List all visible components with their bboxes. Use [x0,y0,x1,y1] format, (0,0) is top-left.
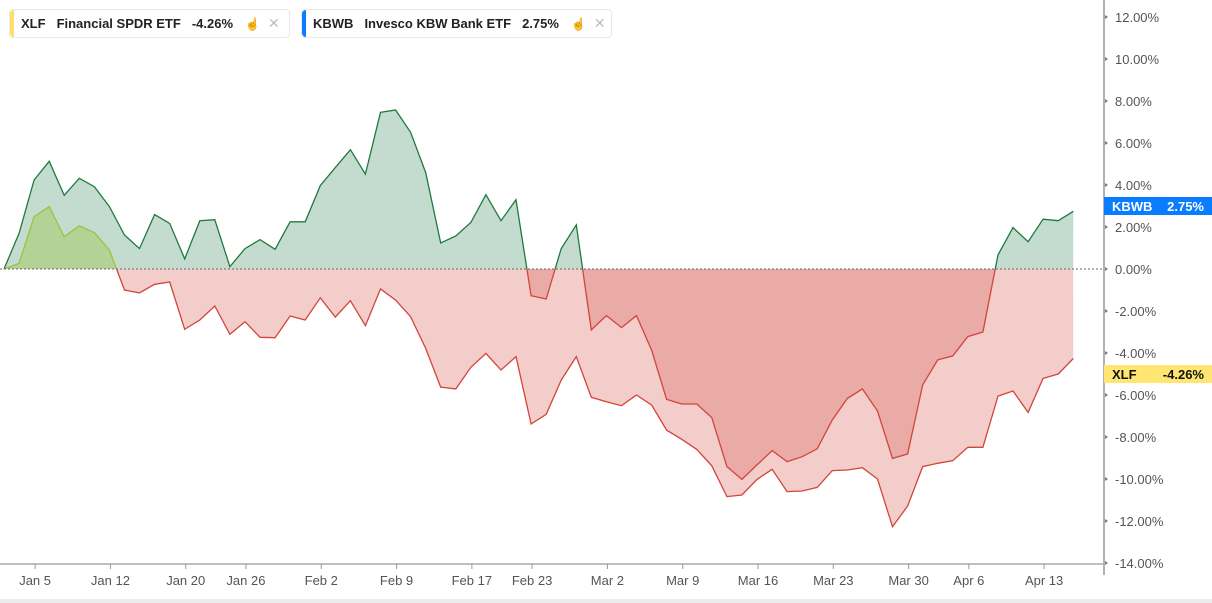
y-tick-mark [1105,15,1108,19]
x-tick-label: Apr 6 [953,573,984,588]
xlf-line-negative [4,269,1074,529]
y-tick-label: 0.00% [1115,262,1152,277]
footer-bar [0,599,1212,603]
y-tick-label: 8.00% [1115,94,1152,109]
legend-change: 2.75% [522,16,559,31]
legend-name: Financial SPDR ETF [56,16,181,31]
close-icon[interactable]: ✕ [267,15,280,31]
hand-icon[interactable]: ☝ [570,16,586,31]
legend-symbol: KBWB [313,16,354,31]
flag-background [1104,197,1212,215]
y-tick-label: 10.00% [1115,52,1160,67]
y-tick-mark [1105,351,1108,355]
x-tick-label: Mar 23 [813,573,853,588]
kbwb-negative-area [4,269,1074,480]
x-tick-label: Jan 12 [91,573,130,588]
legend-item-xlf[interactable]: XLF Financial SPDR ETF -4.26% ☝ ✕ [9,9,290,38]
y-tick-label: 6.00% [1115,136,1152,151]
legend-color-bar [302,10,306,37]
flag-background [1104,365,1212,383]
flag-value: 2.75% [1167,199,1204,214]
xlf-negative-area [4,269,1074,527]
y-tick-mark [1105,267,1108,271]
x-tick-label: Apr 13 [1025,573,1063,588]
y-tick-mark [1105,435,1108,439]
y-tick-label: -12.00% [1115,514,1164,529]
x-tick-label: Feb 17 [452,573,492,588]
y-tick-mark [1105,561,1108,565]
y-tick-label: -2.00% [1115,304,1157,319]
y-tick-label: 2.00% [1115,220,1152,235]
legend-name: Invesco KBW Bank ETF [364,16,512,31]
x-tick-label: Feb 2 [305,573,338,588]
flag-value: -4.26% [1163,367,1205,382]
x-tick-label: Mar 9 [666,573,699,588]
legend-symbol: XLF [21,16,46,31]
y-tick-mark [1105,519,1108,523]
y-tick-mark [1105,57,1108,61]
y-tick-label: -6.00% [1115,388,1157,403]
y-tick-label: -10.00% [1115,472,1164,487]
flag-symbol: KBWB [1112,199,1152,214]
legend-change: -4.26% [191,16,234,31]
y-tick-mark [1105,141,1108,145]
xlf-last-value-flag: XLF -4.26% [1104,365,1212,383]
y-tick-mark [1105,309,1108,313]
xlf-positive-area [4,206,1074,269]
x-tick-label: Jan 5 [19,573,51,588]
y-tick-mark [1105,225,1108,229]
kbwb-line-negative [4,269,996,481]
y-tick-label: 12.00% [1115,10,1160,25]
y-tick-mark [1105,393,1108,397]
hand-icon[interactable]: ☝ [245,16,260,31]
y-tick-mark [1105,477,1108,481]
x-tick-label: Mar 2 [591,573,624,588]
x-tick-label: Mar 30 [888,573,928,588]
y-tick-label: -4.00% [1115,346,1157,361]
legend-color-bar [10,10,14,37]
legend-item-kbwb[interactable]: KBWB Invesco KBW Bank ETF 2.75% ☝ ✕ [301,9,612,38]
kbwb-line-positive [3,109,1074,269]
y-tick-label: -8.00% [1115,430,1157,445]
x-tick-label: Feb 23 [512,573,552,588]
x-tick-label: Jan 20 [166,573,205,588]
x-tick-label: Mar 16 [738,573,778,588]
x-tick-label: Jan 26 [226,573,265,588]
y-tick-label: 4.00% [1115,178,1152,193]
x-tick-label: Feb 9 [380,573,413,588]
flag-symbol: XLF [1112,367,1137,382]
kbwb-last-value-flag: KBWB 2.75% [1104,197,1212,215]
y-tick-label: -14.00% [1115,556,1164,571]
y-tick-mark [1105,183,1108,187]
close-icon[interactable]: ✕ [593,15,606,31]
y-tick-mark [1105,99,1108,103]
